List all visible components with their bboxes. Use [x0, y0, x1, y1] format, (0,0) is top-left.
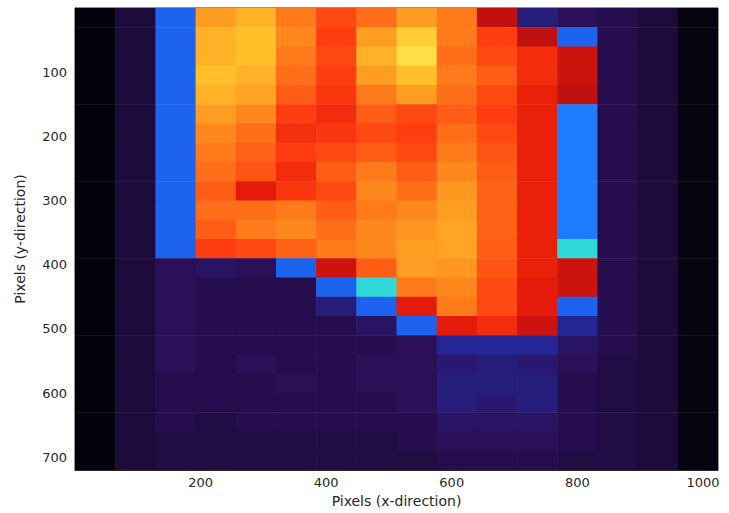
- svg-text:600: 600: [42, 386, 67, 401]
- svg-text:400: 400: [314, 475, 339, 490]
- svg-text:500: 500: [42, 321, 67, 336]
- svg-text:300: 300: [42, 193, 67, 208]
- svg-text:600: 600: [439, 475, 464, 490]
- svg-text:800: 800: [565, 475, 590, 490]
- svg-text:700: 700: [42, 450, 67, 465]
- svg-text:100: 100: [42, 65, 67, 80]
- svg-text:Pixels (y-direction): Pixels (y-direction): [12, 174, 28, 304]
- svg-text:200: 200: [188, 475, 213, 490]
- svg-text:200: 200: [42, 129, 67, 144]
- svg-text:1000: 1000: [686, 475, 719, 490]
- svg-text:Pixels (x-direction): Pixels (x-direction): [332, 493, 462, 509]
- svg-text:400: 400: [42, 257, 67, 272]
